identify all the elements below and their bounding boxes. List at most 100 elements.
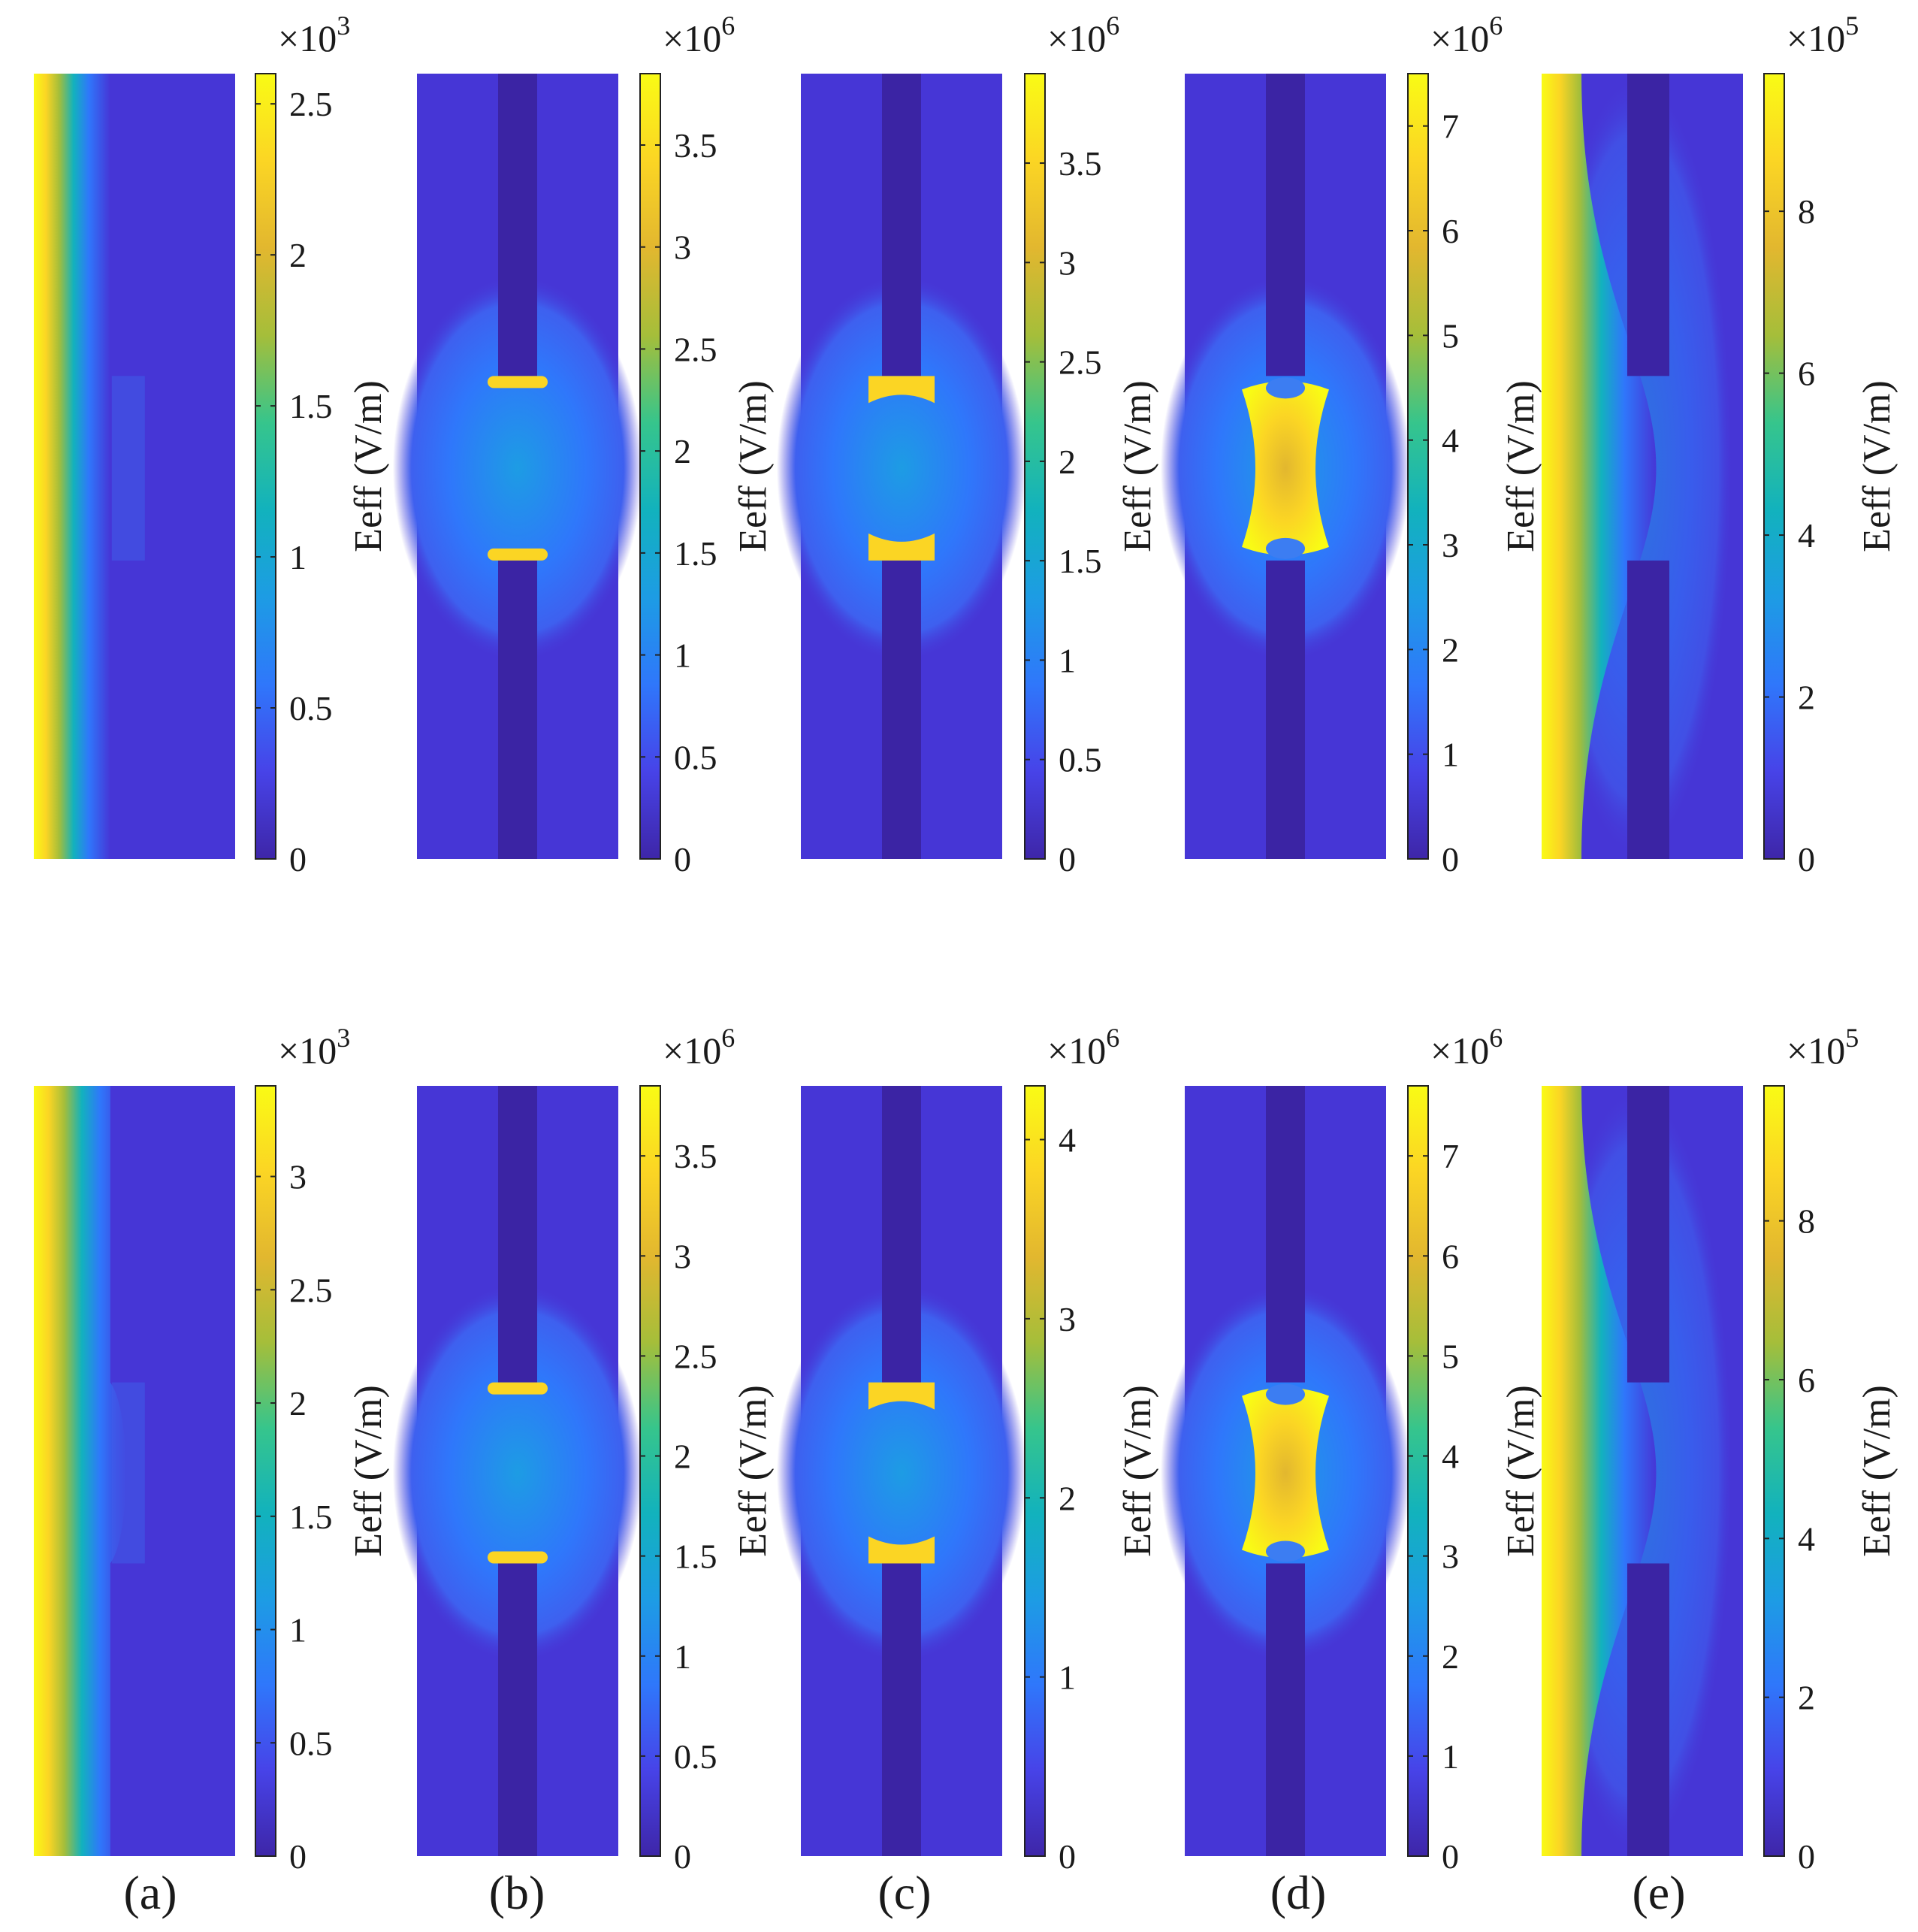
electrode-top (498, 1086, 537, 1383)
colorbar-tick-label: 2 (289, 1384, 307, 1423)
colorbar-multiplier: ×103 (278, 1023, 350, 1072)
colorbar-label: Eeff (V/m) (1856, 380, 1898, 552)
colorbar-multiplier: ×106 (1430, 11, 1503, 59)
hotspot-bottom (868, 533, 935, 561)
colorbar-tick-label: 3 (674, 1237, 691, 1275)
hotspot-fill (1242, 1387, 1329, 1559)
electrode-top (1627, 1086, 1669, 1383)
colorbar-tick-label: 1 (1442, 736, 1459, 774)
colorbar-multiplier: ×106 (663, 1023, 735, 1072)
panel-b-bottom: 0 0.5 1 1.5 2 2.5 3 3.5 ×106 Eeff (V/m) (392, 1023, 775, 1876)
colorbar-tick-label: 6 (1798, 1361, 1815, 1399)
colorbar-tick-label: 1 (289, 538, 307, 576)
electrode-tip-bottom (1266, 1540, 1305, 1562)
electrode-top (498, 74, 537, 376)
colorbar-tick-label: 0 (289, 1837, 307, 1876)
electrode-tip-top (1266, 377, 1305, 399)
electrode-tip-bottom (1266, 537, 1305, 559)
electrode-bottom (1627, 1563, 1669, 1856)
electrode-bottom (1627, 560, 1669, 859)
colorbar-label: Eeff (V/m) (347, 380, 390, 552)
colorbar-tick-label: 7 (1442, 107, 1459, 146)
captions-group: (a) (b) (c) (d) (e) (123, 1866, 1685, 1919)
colorbar-tick-label: 4 (1798, 516, 1815, 555)
hotspot-top (488, 376, 548, 389)
colorbar-tick-label: 1 (289, 1611, 307, 1649)
colorbar-tick-label: 8 (1798, 192, 1815, 231)
colorbar-tick-label: 1 (1059, 641, 1076, 679)
colorbar-tick-label: 2.5 (674, 330, 717, 368)
source-strip (34, 1086, 126, 1856)
caption-e: (e) (1632, 1866, 1685, 1919)
caption-c: (c) (877, 1866, 931, 1919)
colorbar-tick-label: 3 (1442, 526, 1459, 564)
hotspot-top (488, 1382, 548, 1395)
colorbar-tick-label: 0 (674, 1837, 691, 1876)
colorbar (1407, 1085, 1429, 1857)
electrode-top (1627, 74, 1669, 376)
caption-d: (d) (1270, 1866, 1327, 1919)
colorbar-tick-label: 3 (1059, 243, 1076, 282)
hotspot-fill (1242, 381, 1329, 555)
gap-glow (392, 1283, 643, 1663)
panel-c-bottom: 0 1 2 3 4 ×106 Eeff (V/m) (776, 1023, 1159, 1876)
colorbar (639, 73, 661, 860)
colorbar-label: Eeff (V/m) (347, 1385, 390, 1557)
colorbar-multiplier: ×106 (663, 11, 735, 59)
panel-a-bottom: 0 0.5 1 1.5 2 2.5 3 ×103 Eeff (V/m) (34, 1023, 390, 1876)
colorbar-tick-label: 2.5 (289, 1271, 333, 1309)
colorbar-label: Eeff (V/m) (1856, 1385, 1898, 1557)
electrode-bottom (882, 560, 921, 859)
electrode-top (882, 74, 921, 376)
colorbar (1763, 73, 1785, 860)
electrode-bottom (882, 1563, 921, 1856)
hotspot-bottom (868, 1536, 935, 1564)
colorbar-tick-label: 4 (1059, 1121, 1076, 1160)
electrode-bottom (1266, 1563, 1305, 1856)
electrode-bottom (498, 560, 537, 859)
panel-d-bottom: 0 1 2 3 4 5 6 7 ×106 Eeff (V/m) (1160, 1023, 1542, 1876)
colorbar-tick-label: 3 (289, 1158, 307, 1196)
source-strip (1542, 74, 1657, 859)
colorbar-multiplier: ×105 (1787, 11, 1859, 59)
colorbar-tick-label: 0.5 (289, 689, 333, 727)
gap-glow (776, 274, 1027, 662)
source-strip (1542, 1086, 1657, 1856)
colorbar-tick-label: 0 (674, 840, 691, 878)
colorbar-label: Eeff (V/m) (732, 380, 775, 552)
colorbar-tick-label: 2 (1442, 1637, 1459, 1676)
electrode-top (1266, 74, 1305, 376)
colorbar-tick-label: 2 (674, 1438, 691, 1476)
colorbar-tick-label: 3 (1059, 1300, 1076, 1338)
colorbar-label: Eeff (V/m) (1116, 1385, 1159, 1557)
colorbar-tick-label: 0 (1059, 840, 1076, 878)
colorbar (1763, 1085, 1785, 1857)
colorbar-tick-label: 2 (1059, 443, 1076, 481)
colorbar (255, 73, 276, 860)
colorbar-tick-label: 0 (1442, 1837, 1459, 1876)
hotspot-bottom (488, 548, 548, 561)
colorbar-tick-label: 0.5 (1059, 741, 1102, 779)
colorbar-tick-label: 3.5 (674, 1137, 717, 1175)
colorbar-tick-label: 3 (674, 228, 691, 267)
colorbar-tick-label: 7 (1442, 1137, 1459, 1175)
colorbar-tick-label: 1.5 (1059, 542, 1102, 580)
gap-step (111, 376, 145, 561)
colorbar-label: Eeff (V/m) (1116, 380, 1159, 552)
colorbar-tick-label: 1.5 (289, 1498, 333, 1536)
colorbar-tick-label: 1 (1059, 1658, 1076, 1697)
colorbar-tick-label: 3.5 (1059, 144, 1102, 183)
colorbar-tick-label: 2 (1798, 1679, 1815, 1717)
panel-e-top: 0 2 4 6 8 ×105 Eeff (V/m) (1542, 11, 1898, 878)
colorbar-tick-label: 4 (1798, 1519, 1815, 1558)
colorbar-tick-label: 0.5 (674, 1737, 717, 1776)
colorbar-tick-label: 0 (1442, 840, 1459, 878)
electrode-tip-top (1266, 1383, 1305, 1405)
colorbar-tick-label: 5 (1442, 1337, 1459, 1375)
colorbar-tick-label: 0 (289, 840, 307, 878)
colorbar-tick-label: 0 (1059, 1837, 1076, 1876)
colorbar-tick-label: 2 (1442, 630, 1459, 669)
colorbar-tick-label: 3.5 (674, 126, 717, 165)
electrode-bottom (498, 1563, 537, 1856)
